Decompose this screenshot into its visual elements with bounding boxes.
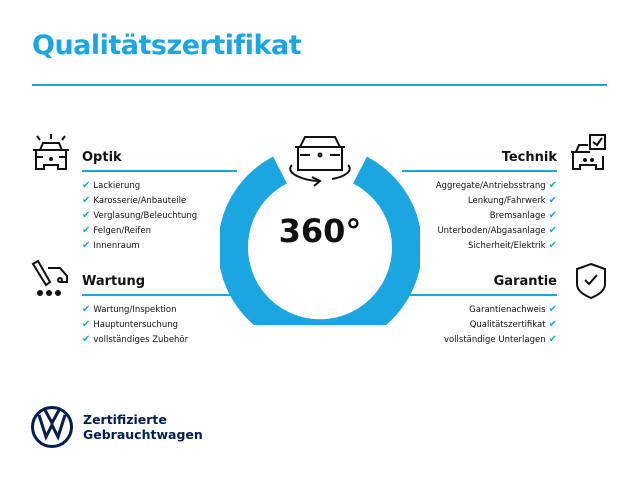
360-check-badge: Gebrauchtwagen-Check 360° [220,125,420,325]
service-wrench-icon [31,259,68,296]
list-item: Garantienachweis ✔ [469,304,557,315]
footer-brand-text: Zertifizierte Gebrauchtwagen [83,412,203,442]
car-rotate-icon [289,136,351,187]
vw-logo [31,406,73,448]
section-divider [402,170,557,172]
car-checkbox-icon [571,134,606,170]
list-item: ✔ Wartung/Inspektion [82,304,177,315]
list-item: ✔ Innenraum [82,240,140,251]
list-item: Lenkung/Fahrwerk ✔ [467,195,557,206]
check-icon: ✔ [548,319,557,330]
check-icon: ✔ [82,319,91,330]
section-garantie: Garantie Garantienachweis ✔ Qualitätszert… [402,274,557,347]
check-icon: ✔ [82,334,91,345]
section-heading: Technik [501,150,557,165]
check-icon: ✔ [82,210,91,221]
check-icon: ✔ [548,240,557,251]
list-item: Unterboden/Abgasanlage ✔ [437,225,557,236]
list-item: ✔ vollständiges Zubehör [82,334,189,345]
section-heading: Optik [82,150,122,165]
section-divider [402,294,557,296]
list-item: ✔ Hauptuntersuchung [82,319,178,330]
section-heading: Garantie [493,274,557,289]
list-item: ✔ Lackierung [82,180,141,191]
check-icon: ✔ [82,304,91,315]
car-lights-icon [33,134,69,170]
check-icon: ✔ [82,225,91,236]
check-icon: ✔ [548,210,557,221]
list-item: ✔ Felgen/Reifen [82,225,152,236]
list-item: vollständige Unterlagen ✔ [443,334,557,345]
title-divider [32,84,607,86]
badge-value: 360° [279,212,362,250]
check-icon: ✔ [82,180,91,191]
check-icon: ✔ [548,180,557,191]
list-item: Sicherheit/Elektrik ✔ [468,240,557,251]
section-divider [82,294,237,296]
section-heading: Wartung [82,274,146,289]
list-item: ✔ Karosserie/Anbauteile [82,195,187,206]
section-technik: Technik Aggregate/Antriebsstrang ✔ Lenkun… [402,150,557,253]
check-icon: ✔ [548,195,557,206]
badge-ring [220,156,420,325]
list-item: Aggregate/Antriebsstrang ✔ [435,180,557,191]
check-icon: ✔ [548,304,557,315]
check-icon: ✔ [548,334,557,345]
check-icon: ✔ [548,225,557,236]
list-item: Bremsanlage ✔ [489,210,557,221]
list-item: Qualitätszertifikat ✔ [469,319,557,330]
check-icon: ✔ [82,195,91,206]
section-wartung: Wartung ✔ Wartung/Inspektion ✔ Hauptunters… [82,274,237,347]
section-optik: Optik ✔ Lackierung ✔ Karosserie/Anbauteile… [82,150,237,253]
list-item: ✔ Verglasung/Beleuchtung [82,210,198,221]
page-title: Qualitätszertifikat [32,30,302,61]
check-icon: ✔ [82,240,91,251]
shield-check-icon [576,262,606,300]
section-divider [82,170,237,172]
